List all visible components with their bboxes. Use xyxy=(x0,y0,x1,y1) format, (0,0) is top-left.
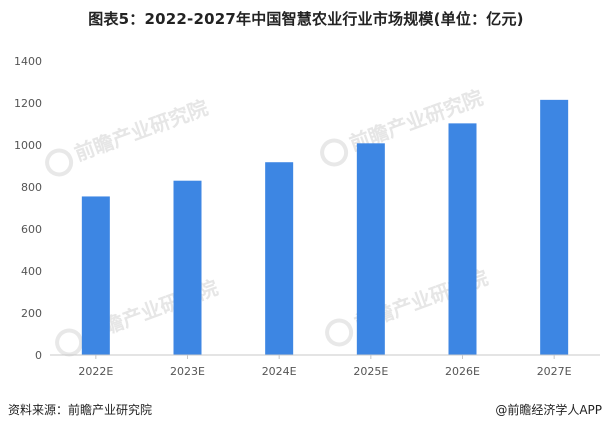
bars xyxy=(81,99,569,356)
x-tick-label: 2024E xyxy=(262,365,297,378)
bar-2025E xyxy=(356,143,385,355)
x-axis: 2022E 2023E 2024E 2025E 2026E 2027E xyxy=(78,355,572,378)
x-tick-label: 2027E xyxy=(537,365,572,378)
source-note: 资料来源：前瞻产业研究院 xyxy=(8,403,153,417)
bar-2022E xyxy=(81,196,110,355)
bar-chart: 0 200 400 600 800 1000 1200 1400 2022E 2023E 2024… xyxy=(14,55,600,378)
bar-2027E xyxy=(540,99,569,355)
y-axis: 0 200 400 600 800 1000 1200 1400 xyxy=(14,55,42,362)
y-tick-label: 600 xyxy=(21,223,42,236)
bar-2023E xyxy=(173,180,202,355)
y-tick-label: 200 xyxy=(21,307,42,320)
chart-title: 图表5：2022-2027年中国智慧农业行业市场规模(单位：亿元) xyxy=(88,10,524,28)
x-tick-label: 2026E xyxy=(445,365,480,378)
x-tick-label: 2023E xyxy=(170,365,205,378)
y-tick-label: 1400 xyxy=(14,55,42,68)
bar-2026E xyxy=(448,123,477,356)
y-tick-label: 0 xyxy=(35,349,42,362)
y-tick-label: 1200 xyxy=(14,97,42,110)
x-tick-label: 2022E xyxy=(78,365,113,378)
bar-2024E xyxy=(265,162,294,355)
y-tick-label: 400 xyxy=(21,265,42,278)
credit-note: @前瞻经济学人APP xyxy=(495,403,602,417)
y-tick-label: 800 xyxy=(21,181,42,194)
x-tick-label: 2025E xyxy=(353,365,388,378)
y-tick-label: 1000 xyxy=(14,139,42,152)
